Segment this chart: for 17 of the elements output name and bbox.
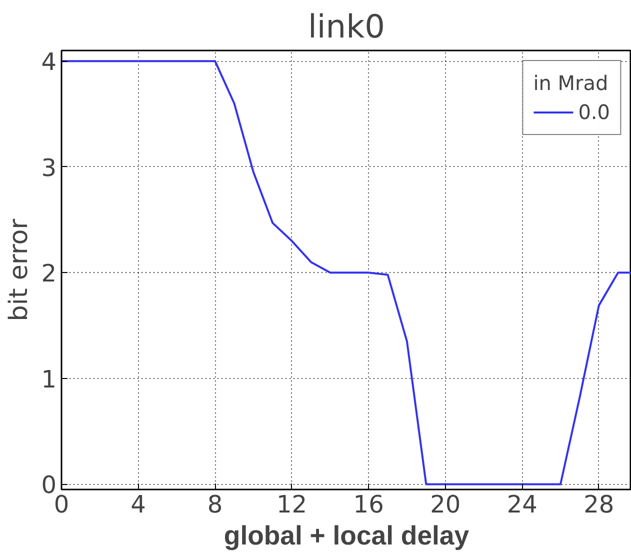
x-tick-label: 20 xyxy=(430,490,461,518)
x-tick-label: 16 xyxy=(353,490,384,518)
x-tick-label: 12 xyxy=(276,490,308,518)
chart-title: link0 xyxy=(308,8,385,46)
y-tick-label: 2 xyxy=(41,260,57,288)
y-tick-label: 3 xyxy=(41,154,57,182)
x-tick-label: 4 xyxy=(130,490,146,518)
y-tick-label: 4 xyxy=(41,48,57,76)
x-tick-label: 24 xyxy=(506,490,538,518)
legend-title: in Mrad xyxy=(533,71,610,95)
legend-label: 0.0 xyxy=(578,100,610,124)
x-tick-label: 8 xyxy=(207,490,223,518)
y-axis-title: bit error xyxy=(3,218,34,322)
x-axis-title: global + local delay xyxy=(224,520,470,550)
x-tick-label: 28 xyxy=(584,490,614,518)
y-tick-label: 0 xyxy=(41,471,57,500)
y-tick-label: 1 xyxy=(41,365,57,394)
